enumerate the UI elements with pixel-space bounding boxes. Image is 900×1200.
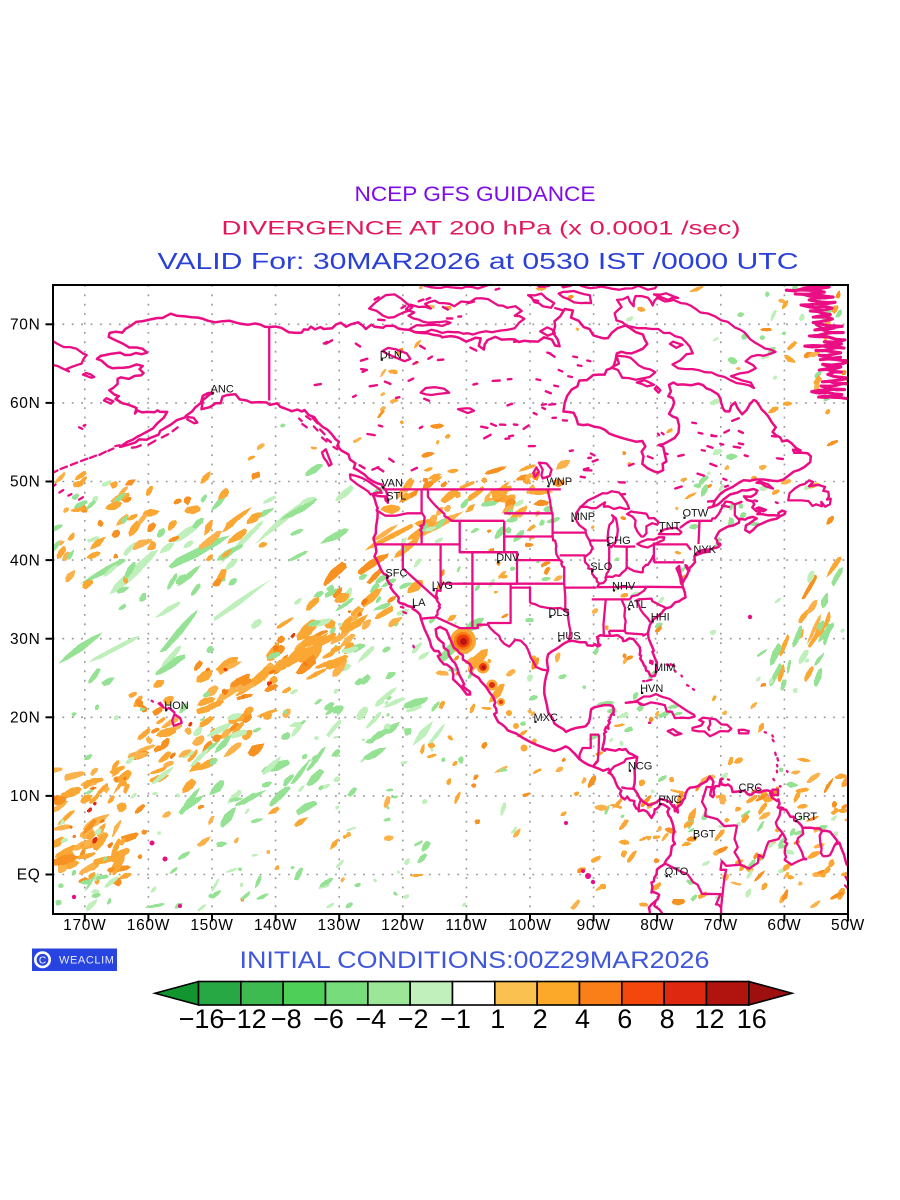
svg-text:2: 2 [533, 1004, 548, 1034]
svg-text:80W: 80W [640, 917, 674, 934]
svg-text:−12: −12 [221, 1004, 267, 1034]
svg-text:50W: 50W [831, 917, 865, 934]
svg-text:PNC: PNC [658, 794, 681, 806]
svg-text:NCEP GFS GUIDANCE: NCEP GFS GUIDANCE [355, 183, 596, 206]
svg-text:SFC: SFC [385, 568, 407, 580]
svg-text:6: 6 [617, 1004, 632, 1034]
svg-text:DLN: DLN [380, 350, 402, 362]
svg-text:NYK: NYK [693, 544, 716, 556]
svg-text:4: 4 [575, 1004, 590, 1034]
svg-text:30N: 30N [10, 631, 41, 648]
svg-text:16: 16 [737, 1004, 767, 1034]
svg-text:HHI: HHI [651, 611, 670, 623]
svg-text:OTW: OTW [683, 508, 709, 520]
svg-text:10N: 10N [10, 788, 41, 805]
svg-text:HUS: HUS [557, 631, 580, 643]
svg-text:QTO: QTO [665, 866, 689, 878]
svg-text:120W: 120W [381, 917, 424, 934]
svg-text:INITIAL CONDITIONS:00Z29MAR202: INITIAL CONDITIONS:00Z29MAR2026 [240, 947, 710, 974]
svg-text:12: 12 [694, 1004, 724, 1034]
svg-text:MXC: MXC [534, 712, 559, 724]
svg-text:−6: −6 [313, 1004, 344, 1034]
svg-text:90W: 90W [577, 917, 611, 934]
svg-text:20N: 20N [10, 710, 41, 727]
svg-text:50N: 50N [10, 474, 41, 491]
svg-text:70N: 70N [10, 317, 41, 334]
svg-text:C: C [39, 956, 46, 967]
svg-text:LVG: LVG [432, 580, 453, 592]
svg-text:NCG: NCG [628, 761, 652, 773]
svg-text:HVN: HVN [640, 683, 663, 695]
svg-text:GRT: GRT [794, 811, 817, 823]
svg-text:MIM: MIM [654, 662, 675, 674]
svg-text:−1: −1 [440, 1004, 471, 1034]
svg-text:130W: 130W [318, 917, 361, 934]
svg-text:150W: 150W [190, 917, 233, 934]
svg-text:CRC: CRC [739, 782, 763, 794]
svg-text:NHV: NHV [612, 580, 636, 592]
svg-text:HON: HON [164, 700, 189, 712]
svg-text:−4: −4 [355, 1004, 386, 1034]
svg-text:WEACLIM: WEACLIM [59, 955, 115, 967]
svg-text:100W: 100W [508, 917, 551, 934]
svg-text:EQ: EQ [17, 867, 41, 884]
svg-text:CHG: CHG [606, 535, 630, 547]
svg-text:VAN: VAN [381, 477, 403, 489]
svg-text:ANC: ANC [211, 384, 234, 396]
svg-text:LA: LA [412, 597, 426, 609]
svg-text:SLO: SLO [590, 561, 612, 573]
svg-text:DIVERGENCE AT 200 hPa (x 0.000: DIVERGENCE AT 200 hPa (x 0.0001 /sec) [222, 218, 741, 240]
svg-text:VALID For: 30MAR2026 at 0530 I: VALID For: 30MAR2026 at 0530 IST /0000 U… [158, 248, 799, 274]
svg-text:60N: 60N [10, 395, 41, 412]
svg-text:−8: −8 [271, 1004, 302, 1034]
svg-text:70W: 70W [704, 917, 738, 934]
svg-text:STL: STL [386, 490, 406, 502]
svg-text:WNP: WNP [546, 476, 572, 488]
svg-text:MNP: MNP [571, 511, 595, 523]
svg-text:−16: −16 [179, 1004, 225, 1034]
svg-text:140W: 140W [254, 917, 297, 934]
svg-text:BGT: BGT [693, 828, 716, 840]
svg-text:ATL: ATL [627, 599, 646, 611]
svg-text:TNT: TNT [659, 521, 681, 533]
svg-text:110W: 110W [445, 917, 487, 934]
svg-text:8: 8 [660, 1004, 675, 1034]
svg-text:DNV: DNV [496, 552, 520, 564]
svg-text:40N: 40N [10, 552, 41, 569]
svg-text:170W: 170W [63, 917, 106, 934]
svg-text:1: 1 [490, 1004, 505, 1034]
svg-text:160W: 160W [127, 917, 170, 934]
svg-text:−2: −2 [398, 1004, 429, 1034]
svg-text:DLS: DLS [548, 607, 569, 619]
svg-text:60W: 60W [767, 917, 801, 934]
